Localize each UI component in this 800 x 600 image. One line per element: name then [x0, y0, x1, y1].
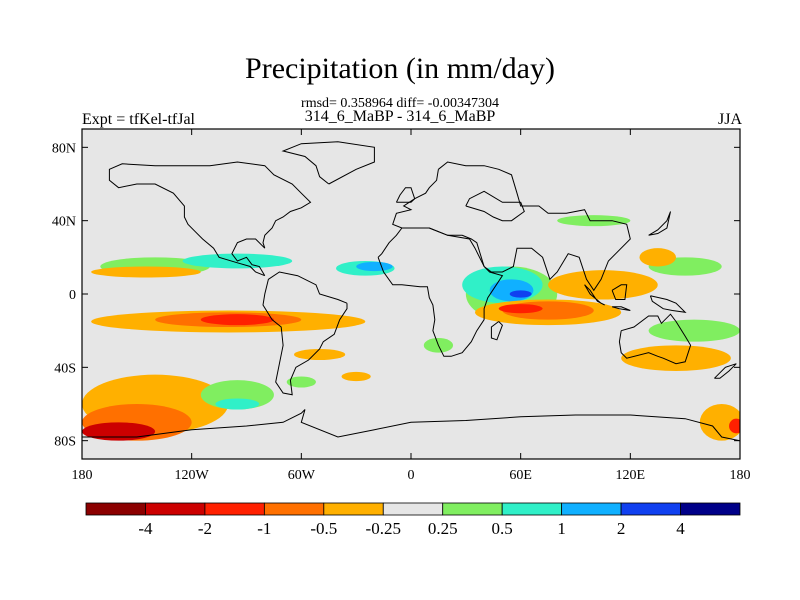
- coastline: [262, 271, 348, 396]
- coastline: [395, 187, 416, 203]
- experiment-label: Expt = tfKel-tfJal: [82, 111, 195, 128]
- colorbar-label: -2: [198, 519, 212, 538]
- anomaly-region: [341, 371, 371, 382]
- y-tick-label: 40S: [54, 361, 76, 376]
- anomaly-region: [498, 304, 543, 314]
- x-tick-label: 60W: [288, 468, 316, 483]
- x-tick-label: 60E: [509, 468, 532, 483]
- chart-title: Precipitation (in mm/day): [245, 52, 555, 85]
- anomaly-region: [648, 319, 740, 342]
- colorbar-label: -0.25: [366, 519, 401, 538]
- y-tick-label: 40N: [52, 215, 76, 230]
- colorbar-label: -1: [257, 519, 271, 538]
- anomaly-region: [509, 290, 532, 298]
- colorbar-label: -4: [138, 519, 153, 538]
- colorbar-swatch: [442, 502, 503, 516]
- x-tick-label: 120E: [616, 468, 646, 483]
- anomaly-region: [294, 349, 346, 360]
- colorbar-label: 0.5: [492, 519, 513, 538]
- colorbar-swatch: [561, 502, 622, 516]
- anomaly-region: [82, 422, 156, 441]
- colorbar-label: -0.5: [310, 519, 337, 538]
- x-tick-label: 0: [408, 468, 415, 483]
- y-tick-label: 80S: [54, 435, 76, 450]
- colorbar-swatch: [680, 502, 741, 516]
- colorbar-label: 4: [676, 519, 685, 538]
- anomaly-region: [200, 314, 274, 326]
- anomaly-region: [639, 248, 677, 267]
- coastline: [611, 306, 631, 311]
- anomaly-region: [356, 261, 393, 272]
- chart-subtitle: 314_6_MaBP - 314_6_MaBP: [304, 108, 496, 125]
- colorbar-swatch: [382, 502, 444, 516]
- colorbar-swatch: [620, 502, 681, 516]
- colorbar-label: 0.25: [428, 519, 458, 538]
- anomaly-region: [286, 376, 316, 388]
- anomaly-region: [729, 418, 740, 434]
- colorbar-label: 2: [617, 519, 626, 538]
- coastline: [611, 284, 628, 300]
- coastline: [648, 211, 671, 236]
- coastline: [82, 409, 740, 442]
- x-tick-label: 180: [730, 468, 751, 483]
- anomaly-region: [699, 404, 740, 441]
- colorbar-swatch: [204, 502, 265, 516]
- colorbar-swatch: [501, 502, 563, 516]
- colorbar-swatch: [263, 502, 325, 516]
- coastline: [714, 363, 737, 379]
- coastline: [281, 141, 375, 185]
- colorbar-swatch: [85, 502, 146, 516]
- coastline: [490, 321, 503, 341]
- y-tick-label: 80N: [52, 141, 76, 156]
- stats-text: rmsd= 0.358964 diff= -0.00347304: [301, 96, 499, 111]
- anomaly-region: [621, 345, 731, 371]
- colorbar-swatch: [145, 502, 206, 516]
- coastline: [465, 190, 525, 222]
- anomaly-region: [91, 266, 201, 278]
- anomaly-region: [489, 279, 534, 302]
- coastline: [618, 313, 692, 365]
- anomaly-region: [215, 398, 260, 410]
- colorbar-label: 1: [557, 519, 566, 538]
- colorbar-swatch: [323, 502, 384, 516]
- x-tick-label: 180: [72, 468, 93, 483]
- coastline: [108, 161, 312, 277]
- season-label: JJA: [717, 111, 742, 128]
- anomaly-region: [548, 270, 658, 300]
- coastline: [584, 284, 605, 306]
- coastline: [377, 227, 504, 357]
- x-tick-label: 120W: [175, 468, 210, 483]
- y-tick-label: 0: [69, 288, 76, 303]
- coastline: [649, 295, 687, 314]
- coastline: [392, 161, 631, 292]
